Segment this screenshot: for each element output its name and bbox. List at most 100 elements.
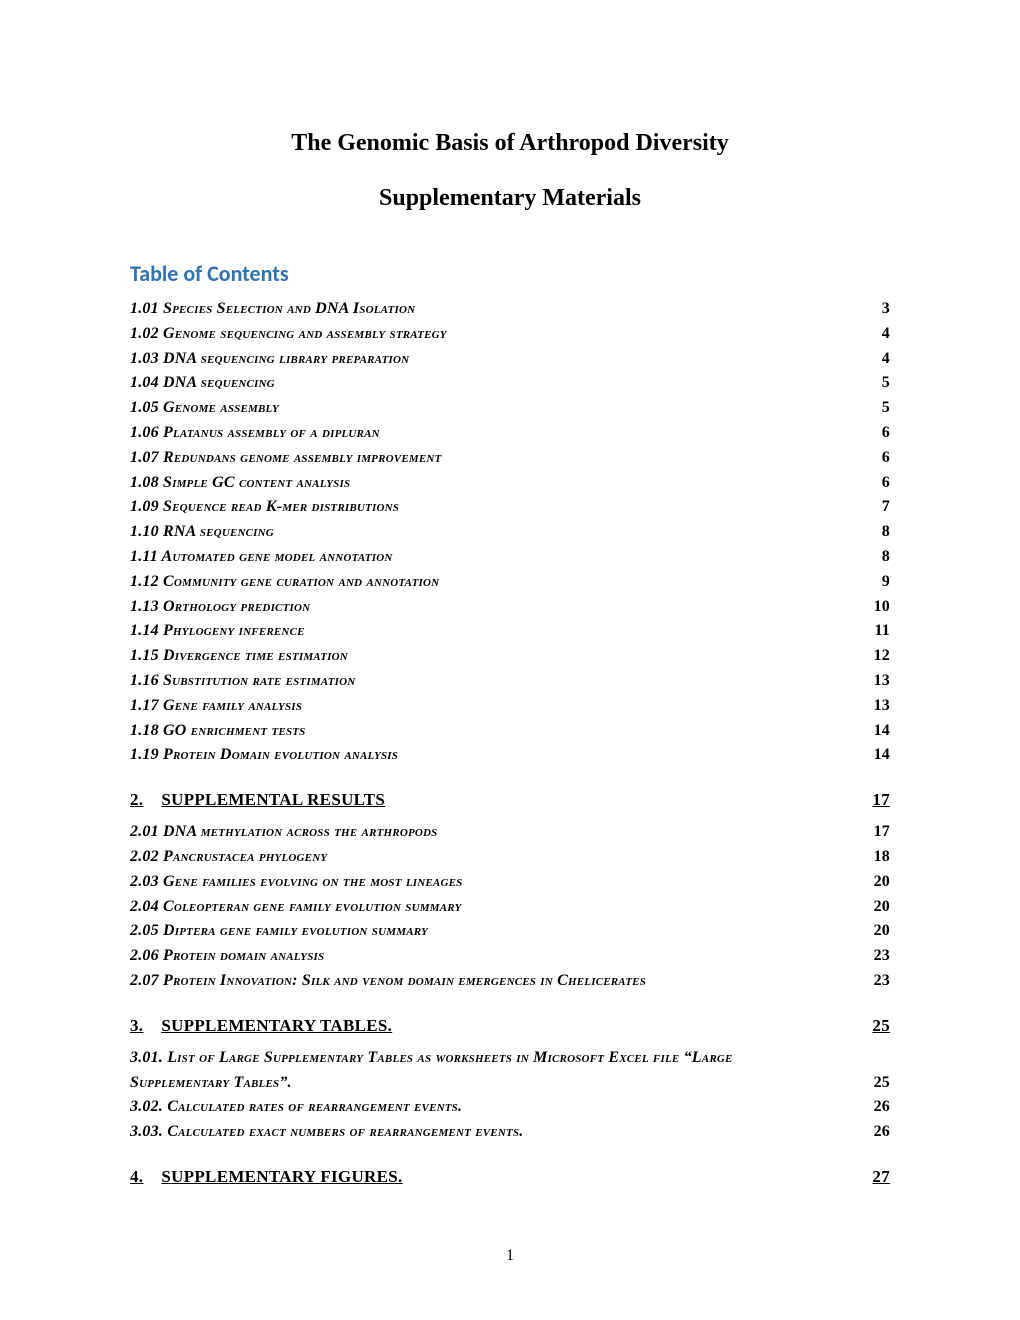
toc-entry: 1.18 GO enrichment tests14: [130, 719, 890, 744]
section-header-page: 27: [872, 1167, 890, 1187]
toc-label: 1.18 GO enrichment tests: [130, 719, 874, 744]
toc-page: 5: [882, 371, 890, 396]
toc-page: 26: [874, 1095, 890, 1120]
toc-label: 1.01 Species Selection and DNA Isolation: [130, 297, 882, 322]
toc-page: 18: [874, 845, 890, 870]
toc-label: 1.11 Automated gene model annotation: [130, 545, 882, 570]
toc-entry: 2.07 Protein Innovation: Silk and venom …: [130, 969, 890, 994]
section-number: 4. SUPPLEMENTARY FIGURES.: [130, 1167, 403, 1187]
toc-page: 3: [882, 297, 890, 322]
toc-section-2: 2.01 DNA methylation across the arthropo…: [130, 820, 890, 994]
toc-entry: 1.01 Species Selection and DNA Isolation…: [130, 297, 890, 322]
toc-label: 3.03. Calculated exact numbers of rearra…: [130, 1120, 874, 1145]
toc-entry: 1.11 Automated gene model annotation8: [130, 545, 890, 570]
toc-entry: 1.15 Divergence time estimation12: [130, 644, 890, 669]
toc-label: 1.03 DNA sequencing library preparation: [130, 347, 882, 372]
toc-label: 1.15 Divergence time estimation: [130, 644, 874, 669]
section-header-2: 2.SUPPLEMENTAL RESULTS 17: [130, 790, 890, 810]
toc-page: 25: [874, 1071, 890, 1096]
section-header-3: 3. SUPPLEMENTARY TABLES. 25: [130, 1016, 890, 1036]
toc-label: 1.02 Genome sequencing and assembly stra…: [130, 322, 882, 347]
footer-page-number: 1: [0, 1247, 1020, 1265]
section-num-text: 3.: [130, 1016, 143, 1035]
toc-page: 10: [874, 595, 890, 620]
toc-entry: 2.06 Protein domain analysis23: [130, 944, 890, 969]
toc-page: 23: [874, 944, 890, 969]
toc-label: 1.16 Substitution rate estimation: [130, 669, 874, 694]
toc-page: 6: [882, 471, 890, 496]
toc-label-line2: Supplementary Tables”.: [130, 1071, 292, 1096]
toc-page: 13: [874, 694, 890, 719]
toc-label: 1.07 Redundans genome assembly improveme…: [130, 446, 882, 471]
toc-entry: 2.05 Diptera gene family evolution summa…: [130, 919, 890, 944]
toc-entry: 1.07 Redundans genome assembly improveme…: [130, 446, 890, 471]
toc-entry: 1.12 Community gene curation and annotat…: [130, 570, 890, 595]
toc-page: 11: [874, 619, 890, 644]
toc-section-1: 1.01 Species Selection and DNA Isolation…: [130, 297, 890, 768]
toc-page: 20: [874, 919, 890, 944]
section-number: 2.SUPPLEMENTAL RESULTS: [130, 790, 385, 810]
toc-page: 17: [874, 820, 890, 845]
toc-label: 2.06 Protein domain analysis: [130, 944, 874, 969]
toc-page: 14: [874, 743, 890, 768]
toc-label: 1.08 Simple GC content analysis: [130, 471, 882, 496]
toc-section-3: 3.01. List of Large Supplementary Tables…: [130, 1046, 890, 1145]
toc-page: 4: [882, 322, 890, 347]
toc-page: 23: [874, 969, 890, 994]
section-header-page: 25: [872, 1016, 890, 1036]
toc-label: 2.07 Protein Innovation: Silk and venom …: [130, 969, 874, 994]
toc-entry: 2.04 Coleopteran gene family evolution s…: [130, 895, 890, 920]
toc-page: 6: [882, 446, 890, 471]
toc-entry: 2.01 DNA methylation across the arthropo…: [130, 820, 890, 845]
toc-label: 1.06 Platanus assembly of a dipluran: [130, 421, 882, 446]
toc-label: 2.01 DNA methylation across the arthropo…: [130, 820, 874, 845]
toc-entry: 1.10 RNA sequencing8: [130, 520, 890, 545]
toc-label-line1: 3.01. List of Large Supplementary Tables…: [130, 1046, 890, 1071]
toc-label: 1.13 Orthology prediction: [130, 595, 874, 620]
section-number: 3. SUPPLEMENTARY TABLES.: [130, 1016, 392, 1036]
toc-entry: 3.02. Calculated rates of rearrangement …: [130, 1095, 890, 1120]
toc-page: 7: [882, 495, 890, 520]
toc-page: 4: [882, 347, 890, 372]
toc-page: 20: [874, 870, 890, 895]
toc-label: 1.09 Sequence read K-mer distributions: [130, 495, 882, 520]
toc-entry-wrapped: 3.01. List of Large Supplementary Tables…: [130, 1046, 890, 1096]
toc-entry: 1.05 Genome assembly5: [130, 396, 890, 421]
section-header-text: SUPPLEMENTARY TABLES.: [161, 1016, 392, 1035]
section-header-text: SUPPLEMENTARY FIGURES.: [161, 1167, 402, 1186]
toc-label: 2.05 Diptera gene family evolution summa…: [130, 919, 874, 944]
toc-page: 6: [882, 421, 890, 446]
toc-label: 1.12 Community gene curation and annotat…: [130, 570, 882, 595]
toc-label: 1.04 DNA sequencing: [130, 371, 882, 396]
section-num-text: 4.: [130, 1167, 143, 1186]
toc-label: 1.17 Gene family analysis: [130, 694, 874, 719]
toc-label: 1.14 Phylogeny inference: [130, 619, 874, 644]
toc-entry: 1.13 Orthology prediction10: [130, 595, 890, 620]
section-header-page: 17: [872, 790, 890, 810]
document-subtitle: Supplementary Materials: [130, 185, 890, 212]
toc-page: 14: [874, 719, 890, 744]
toc-entry: 1.16 Substitution rate estimation13: [130, 669, 890, 694]
toc-entry: 2.03 Gene families evolving on the most …: [130, 870, 890, 895]
section-header-4: 4. SUPPLEMENTARY FIGURES. 27: [130, 1167, 890, 1187]
toc-entry: 3.03. Calculated exact numbers of rearra…: [130, 1120, 890, 1145]
toc-page: 13: [874, 669, 890, 694]
toc-entry: 1.17 Gene family analysis13: [130, 694, 890, 719]
toc-page: 9: [882, 570, 890, 595]
document-title: The Genomic Basis of Arthropod Diversity: [130, 130, 890, 157]
toc-entry: 1.09 Sequence read K-mer distributions7: [130, 495, 890, 520]
toc-entry: 1.08 Simple GC content analysis6: [130, 471, 890, 496]
toc-page: 20: [874, 895, 890, 920]
toc-entry: 1.06 Platanus assembly of a dipluran6: [130, 421, 890, 446]
toc-page: 12: [874, 644, 890, 669]
toc-label: 2.04 Coleopteran gene family evolution s…: [130, 895, 874, 920]
document-page: The Genomic Basis of Arthropod Diversity…: [0, 0, 1020, 1320]
toc-entry: 2.02 Pancrustacea phylogeny18: [130, 845, 890, 870]
toc-page: 8: [882, 545, 890, 570]
toc-entry: 1.19 Protein Domain evolution analysis14: [130, 743, 890, 768]
toc-page: 8: [882, 520, 890, 545]
toc-label: 1.19 Protein Domain evolution analysis: [130, 743, 874, 768]
toc-label: 2.02 Pancrustacea phylogeny: [130, 845, 874, 870]
toc-entry: 1.14 Phylogeny inference11: [130, 619, 890, 644]
toc-entry: 1.04 DNA sequencing5: [130, 371, 890, 396]
